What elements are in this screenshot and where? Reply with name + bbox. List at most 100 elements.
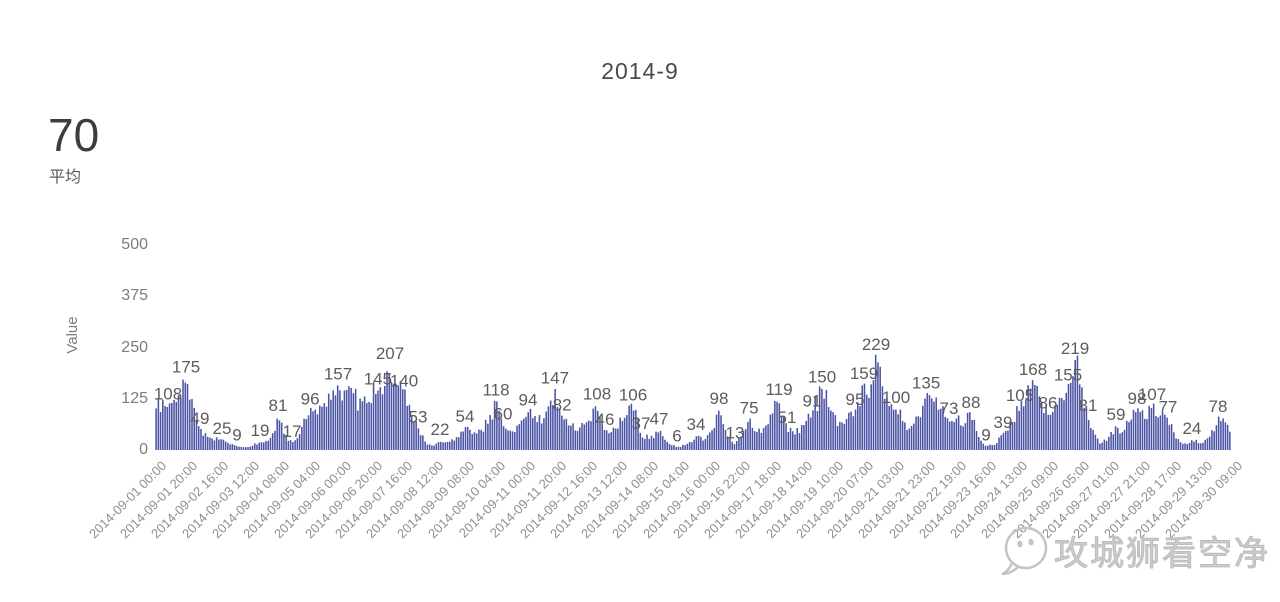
bar xyxy=(765,425,767,450)
bar xyxy=(1018,410,1020,450)
bar xyxy=(742,430,745,450)
bar xyxy=(278,420,281,450)
bar xyxy=(913,423,915,450)
bar xyxy=(262,442,265,450)
bar xyxy=(612,427,615,450)
bar xyxy=(731,441,733,450)
bar xyxy=(1159,415,1162,450)
bar xyxy=(1094,434,1097,450)
bar xyxy=(1191,440,1193,450)
bar xyxy=(901,421,904,450)
bar xyxy=(269,437,272,450)
bar xyxy=(384,385,386,450)
bar-value-label: 157 xyxy=(324,365,352,384)
bar-value-label: 140 xyxy=(390,372,418,391)
bar xyxy=(771,413,774,450)
bar xyxy=(186,383,189,450)
bar-value-label: 75 xyxy=(740,398,759,417)
bar xyxy=(321,406,323,450)
bar xyxy=(718,410,720,450)
bar xyxy=(942,406,944,450)
bar xyxy=(1204,439,1206,450)
bar xyxy=(500,418,503,450)
bar xyxy=(614,428,617,450)
bar-value-label: 91 xyxy=(803,392,822,411)
bar xyxy=(1052,411,1054,450)
bar xyxy=(431,445,433,450)
bar xyxy=(336,385,339,450)
bar-value-label: 54 xyxy=(456,407,475,426)
bar xyxy=(1143,418,1146,450)
bar-value-label: 219 xyxy=(1061,339,1089,358)
bar xyxy=(1040,402,1043,450)
bar xyxy=(556,406,559,450)
bar xyxy=(267,440,269,450)
bar xyxy=(289,440,292,450)
bar-value-label: 229 xyxy=(862,335,890,354)
bar xyxy=(514,432,516,450)
bar xyxy=(1054,405,1056,450)
average-label: 平均 xyxy=(49,169,82,186)
bar xyxy=(926,392,929,450)
bar xyxy=(623,417,626,450)
bar xyxy=(473,432,476,450)
bar xyxy=(318,405,321,450)
bar xyxy=(193,407,195,450)
bar xyxy=(419,435,422,450)
bar xyxy=(980,440,982,450)
bar xyxy=(294,440,296,450)
bar xyxy=(561,415,563,450)
bar xyxy=(1000,435,1002,450)
bar xyxy=(460,431,462,450)
bar xyxy=(877,362,879,450)
bar xyxy=(265,441,267,450)
bar-value-label: 60 xyxy=(494,404,513,423)
bar xyxy=(919,417,922,450)
bar xyxy=(1150,407,1153,450)
bar xyxy=(899,409,902,450)
bar xyxy=(789,427,792,450)
bar-value-label: 96 xyxy=(301,390,320,409)
bar xyxy=(888,405,890,450)
bar xyxy=(388,373,391,450)
bar xyxy=(540,423,543,450)
bar xyxy=(1025,399,1027,450)
bar xyxy=(1132,409,1135,450)
bar xyxy=(1076,355,1079,450)
bar xyxy=(534,415,536,450)
bar xyxy=(390,382,393,450)
bar xyxy=(574,430,577,450)
bar xyxy=(617,428,619,450)
bar xyxy=(583,424,586,450)
bar-value-label: 118 xyxy=(482,381,509,400)
bar xyxy=(836,425,839,450)
bar xyxy=(271,433,274,450)
bar xyxy=(868,397,870,450)
bar xyxy=(296,438,299,450)
bar xyxy=(794,434,796,450)
bar xyxy=(890,404,893,450)
bar xyxy=(1173,432,1175,450)
bar-value-label: 39 xyxy=(994,413,1013,432)
bar xyxy=(646,434,648,450)
bar xyxy=(482,431,485,450)
bar xyxy=(1155,416,1157,450)
bar xyxy=(287,440,290,450)
bar xyxy=(848,412,850,450)
bar xyxy=(978,437,980,450)
bar xyxy=(334,395,337,450)
bar xyxy=(948,421,951,450)
bar xyxy=(724,430,727,450)
bar-value-label: 13 xyxy=(726,424,745,443)
bar xyxy=(491,419,494,450)
bar xyxy=(832,412,834,450)
bar xyxy=(1217,416,1220,450)
bar xyxy=(1168,425,1171,450)
bar xyxy=(341,400,343,450)
bar xyxy=(437,442,440,450)
bar xyxy=(632,410,635,450)
bar-value-label: 105 xyxy=(1006,386,1034,405)
bar-value-label: 25 xyxy=(213,419,232,438)
y-tick-label: 250 xyxy=(121,338,148,356)
bar xyxy=(778,403,781,450)
